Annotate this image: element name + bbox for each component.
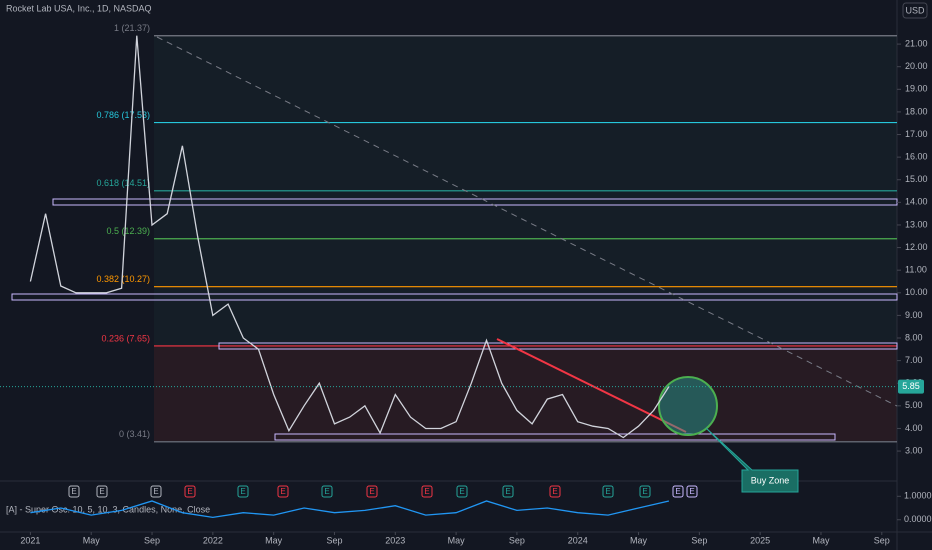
x-tick-label: May: [83, 535, 101, 545]
x-tick-label: 2024: [568, 535, 588, 545]
event: E: [99, 487, 104, 496]
y-tick-label: 13.00: [905, 219, 928, 229]
event-box: [277, 485, 289, 498]
y-tick-label: 21.00: [905, 38, 928, 48]
event: E: [675, 487, 680, 496]
y-tick-label: 4.00: [905, 423, 923, 433]
event: E: [424, 487, 429, 496]
currency-box[interactable]: [902, 2, 928, 19]
x-tick-label: Sep: [874, 535, 890, 545]
event: E: [605, 487, 610, 496]
event-box: [672, 485, 684, 498]
y-tick-label: 11.00: [905, 265, 927, 275]
y-tick-label: 20.00: [905, 61, 928, 71]
event-box: [68, 485, 80, 498]
event: E: [459, 487, 464, 496]
event-box: [237, 485, 249, 498]
event-box: [686, 485, 698, 498]
price-line: [29, 35, 670, 439]
x-tick-label: Sep: [144, 535, 160, 545]
event-box: [502, 485, 514, 498]
y-tick-label: 19.00: [905, 84, 928, 94]
event-box: [421, 485, 433, 498]
event: E: [324, 487, 329, 496]
event: E: [280, 487, 285, 496]
fib-label: 0.618 (14.51): [96, 178, 150, 188]
event-box: [639, 485, 651, 498]
event: E: [642, 487, 647, 496]
y-tick-label: 7.00: [905, 355, 923, 365]
event: E: [71, 487, 76, 496]
event: E: [689, 487, 694, 496]
fib-fill-low: [154, 345, 897, 441]
zone: [274, 433, 836, 441]
y-tick-label: 15.00: [905, 174, 928, 184]
currency[interactable]: USD: [905, 5, 925, 15]
y-tick-label: 9.00: [905, 310, 923, 320]
event: E: [369, 487, 374, 496]
last-price-box: [898, 379, 924, 394]
event-box: [184, 485, 196, 498]
zone: [11, 293, 898, 301]
buy-zone-circle: [658, 376, 718, 436]
x-tick-label: 2025: [750, 535, 770, 545]
annotation: Buy Zone: [751, 475, 790, 485]
fib-label: 0.5 (12.39): [106, 226, 150, 236]
y-tick-label: 14.00: [905, 197, 928, 207]
fib-label: 0.236 (7.65): [101, 333, 150, 343]
event: E: [153, 487, 158, 496]
fib-label: 0.382 (10.27): [96, 274, 150, 284]
y-tick-label: 17.00: [905, 129, 928, 139]
osc-title: [A] - Super Osc. 10, 5, 10, 3, Candles, …: [6, 504, 210, 514]
fib-label: 1 (21.37): [114, 23, 150, 33]
trend-red: [496, 338, 687, 433]
event-box: [549, 485, 561, 498]
y-tick-label: 1.0000: [904, 491, 932, 501]
fib-label: 0 (3.41): [119, 429, 150, 439]
y-tick-label: 16.00: [905, 152, 928, 162]
event: E: [187, 487, 192, 496]
y-tick-label: 0.0000: [904, 514, 932, 524]
event: E: [505, 487, 510, 496]
callout: [705, 427, 799, 493]
trend-dashed: [156, 36, 898, 407]
price-line: [30, 500, 670, 519]
y-tick-label: 12.00: [905, 242, 928, 252]
event: E: [552, 487, 557, 496]
event-box: [456, 485, 468, 498]
x-tick-label: May: [448, 535, 466, 545]
x-tick-label: 2023: [385, 535, 405, 545]
x-tick-label: Sep: [326, 535, 342, 545]
x-tick-label: May: [630, 535, 648, 545]
x-tick-label: Sep: [509, 535, 525, 545]
y-tick-label: 8.00: [905, 332, 923, 342]
event-box: [366, 485, 378, 498]
y-tick-label: 18.00: [905, 106, 928, 116]
x-tick-label: May: [812, 535, 830, 545]
chart-title: Rocket Lab USA, Inc., 1D, NASDAQ: [6, 3, 152, 13]
zone: [218, 342, 898, 350]
x-tick-label: May: [265, 535, 283, 545]
event-box: [321, 485, 333, 498]
event: E: [240, 487, 245, 496]
y-tick-label: 10.00: [905, 287, 928, 297]
fib-label: 0.786 (17.53): [96, 110, 150, 120]
x-tick-label: Sep: [691, 535, 707, 545]
x-tick-label: 2022: [203, 535, 223, 545]
event-box: [96, 485, 108, 498]
y-tick-label: 5.00: [905, 400, 923, 410]
x-tick-label: 2021: [20, 535, 40, 545]
event-box: [602, 485, 614, 498]
y-tick-label: 3.00: [905, 445, 923, 455]
last-price: 5.85: [902, 381, 920, 391]
event-box: [150, 485, 162, 498]
